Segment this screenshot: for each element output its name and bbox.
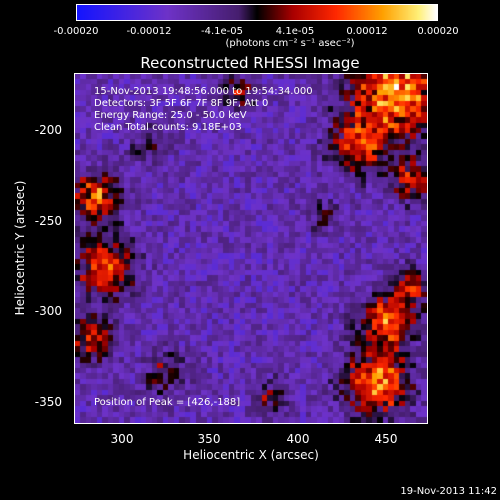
colorbar-tick-label: 0.00012 — [346, 26, 388, 37]
colorbar-units-label: (photons cm⁻² s⁻¹ asec⁻²) — [225, 38, 355, 49]
y-tick-label: -300 — [34, 304, 62, 318]
colorbar-tick-label: 4.1e-05 — [275, 26, 315, 37]
energy-annotation: Energy Range: 25.0 - 50.0 keV — [94, 110, 247, 121]
plot-title: Reconstructed RHESSI Image — [140, 54, 360, 72]
x-tick-label: 450 — [374, 432, 398, 446]
colorbar-frame — [76, 4, 438, 21]
rhessi-image — [75, 74, 427, 423]
colorbar-tick-label: -4.1e-05 — [201, 26, 243, 37]
y-axis-label: Heliocentric Y (arcsec) — [13, 180, 27, 316]
peak-position-annotation: Position of Peak = [426,-188] — [94, 397, 241, 408]
colorbar-gradient — [77, 5, 437, 20]
x-tick-label: 300 — [110, 432, 134, 446]
x-tick-label: 350 — [197, 432, 221, 446]
colorbar-tick-label: -0.00012 — [126, 26, 172, 37]
x-tick-label: 400 — [286, 432, 310, 446]
method-annotation: Clean Total counts: 9.18E+03 — [94, 122, 242, 133]
footer-date: 19-Nov-2013 11:42 — [400, 486, 497, 497]
x-axis-label: Heliocentric X (arcsec) — [183, 448, 319, 462]
y-tick-label: -250 — [34, 214, 62, 228]
y-tick-label: -200 — [34, 123, 62, 137]
time-range-annotation: 15-Nov-2013 19:48:56.000 to 19:54:34.000 — [94, 86, 313, 97]
colorbar-tick-label: 0.00020 — [417, 26, 459, 37]
colorbar-tick-label: -0.00020 — [53, 26, 99, 37]
y-tick-label: -350 — [34, 395, 62, 409]
detectors-annotation: Detectors: 3F 5F 6F 7F 8F 9F, Att 0 — [94, 98, 269, 109]
plot-frame — [74, 73, 428, 424]
